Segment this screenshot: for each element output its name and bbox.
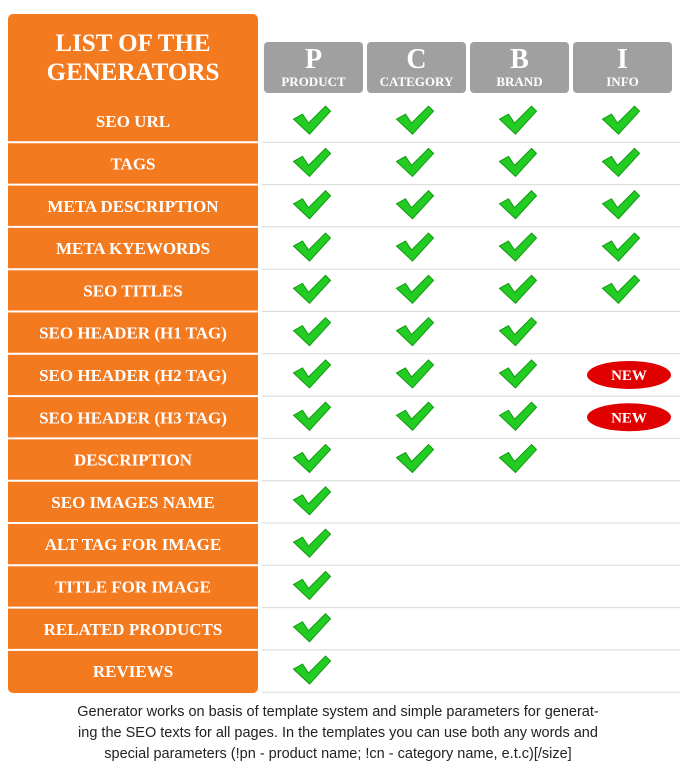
column-label: PRODUCT — [281, 74, 346, 89]
checkmark — [292, 486, 332, 516]
column-letter: P — [305, 44, 322, 75]
checkmark — [395, 274, 435, 305]
checkmark — [292, 105, 332, 135]
checkmark — [395, 105, 435, 135]
footer-line: Generator works on basis of template sys… — [77, 704, 599, 720]
row-label: SEO URL — [96, 112, 170, 131]
checkmark — [292, 401, 332, 431]
checkmark — [395, 232, 435, 262]
checkmark — [498, 359, 538, 389]
checkmark — [498, 147, 538, 178]
column-letter: I — [617, 44, 628, 75]
checkmark — [292, 528, 332, 558]
column-tab — [264, 42, 363, 93]
checkmark — [498, 105, 538, 135]
column-letter: C — [406, 44, 426, 75]
checkmark — [498, 316, 538, 347]
checkmark — [395, 147, 435, 178]
checkmark — [292, 359, 332, 389]
row-label: RELATED PRODUCTS — [44, 620, 223, 639]
checkmark — [498, 443, 538, 474]
column-label: BRAND — [496, 74, 542, 89]
column-label: CATEGORY — [380, 74, 454, 89]
column-tab — [367, 42, 466, 93]
footer-line: special parameters (!pn - product name; … — [104, 746, 571, 762]
checkmark — [601, 190, 641, 220]
checkmark — [395, 401, 435, 431]
checkmark — [292, 570, 332, 601]
new-badge-text: NEW — [611, 368, 647, 384]
checkmark — [395, 443, 435, 474]
row-label: SEO IMAGES NAME — [51, 493, 214, 512]
row-label: SEO HEADER (H1 TAG) — [39, 324, 227, 343]
checkmark — [292, 147, 332, 178]
checkmark — [292, 316, 332, 347]
title: LIST OF THE — [55, 30, 210, 57]
checkmark — [498, 401, 538, 431]
column-tab — [470, 42, 569, 93]
checkmark — [601, 274, 641, 305]
row-label: REVIEWS — [93, 662, 173, 681]
row-label: SEO TITLES — [83, 281, 182, 300]
new-badge — [587, 403, 671, 432]
title: GENERATORS — [47, 59, 220, 86]
checkmark — [601, 232, 641, 262]
row-label: META KYEWORDS — [56, 239, 210, 258]
row-label: SEO HEADER (H2 TAG) — [39, 366, 227, 385]
checkmark — [601, 147, 641, 178]
row-label: DESCRIPTION — [74, 451, 193, 470]
checkmark — [498, 232, 538, 262]
column-tab — [573, 42, 672, 93]
checkmark — [292, 232, 332, 262]
checkmark — [292, 655, 332, 685]
checkmark — [292, 274, 332, 305]
row-label: TITLE FOR IMAGE — [55, 577, 211, 596]
checkmark — [292, 190, 332, 220]
checkmark — [498, 190, 538, 220]
checkmark — [395, 359, 435, 389]
footer-line: ing the SEO texts for all pages. In the … — [78, 725, 598, 741]
row-label: META DESCRIPTION — [47, 197, 219, 216]
new-badge-text: NEW — [611, 410, 647, 426]
checkmark — [292, 613, 332, 643]
new-badge — [587, 360, 671, 389]
checkmark — [395, 316, 435, 347]
row-label: SEO HEADER (H3 TAG) — [39, 408, 227, 427]
row-label: ALT TAG FOR IMAGE — [45, 535, 222, 554]
checkmark — [395, 190, 435, 220]
column-label: INFO — [606, 74, 639, 89]
checkmark — [292, 443, 332, 474]
column-letter: B — [510, 44, 529, 75]
checkmark — [601, 105, 641, 135]
checkmark — [498, 274, 538, 305]
row-label: TAGS — [110, 154, 155, 173]
